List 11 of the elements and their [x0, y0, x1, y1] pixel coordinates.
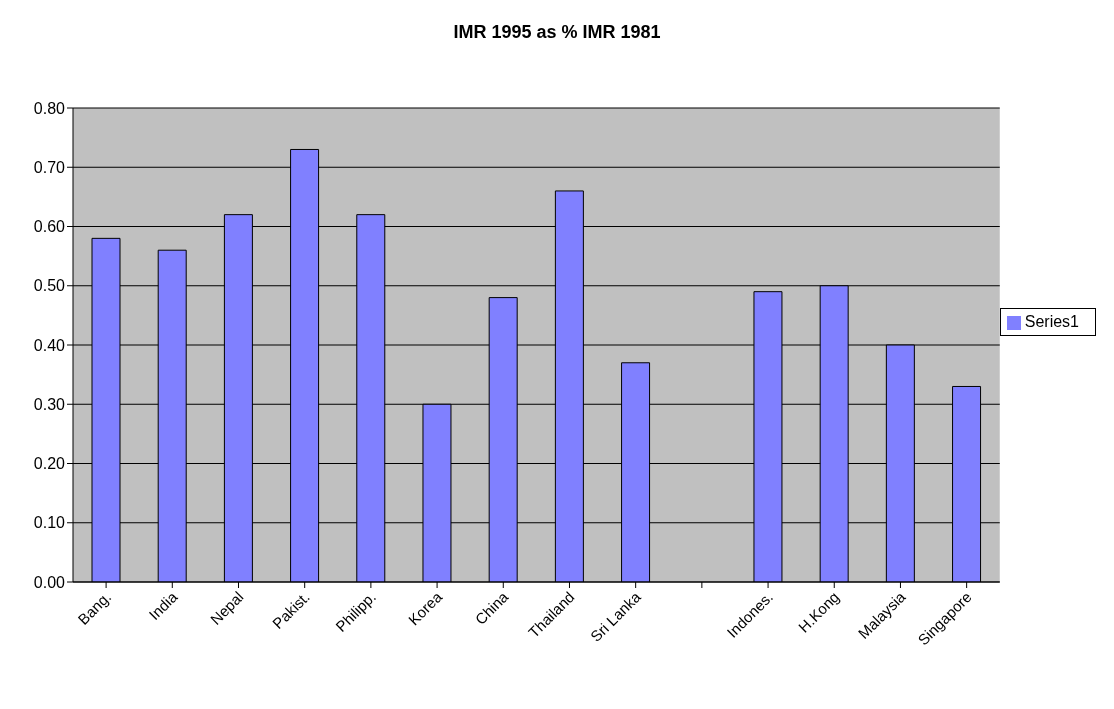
y-tick-label: 0.60 [33, 218, 66, 236]
y-tick-label: 0.40 [33, 336, 66, 354]
legend-label: Series1 [1024, 313, 1079, 330]
y-tick-label: 0.80 [33, 99, 66, 117]
y-tick-label: 0.50 [33, 277, 66, 295]
y-tick-label: 0.70 [33, 158, 66, 176]
y-tick-label: 0.30 [33, 395, 66, 413]
y-tick-label: 0.10 [33, 514, 66, 532]
y-tick-label: 0.20 [33, 455, 66, 473]
y-tick-label: 0.00 [33, 573, 66, 591]
chart-title: IMR 1995 as % IMR 1981 [452, 21, 662, 44]
